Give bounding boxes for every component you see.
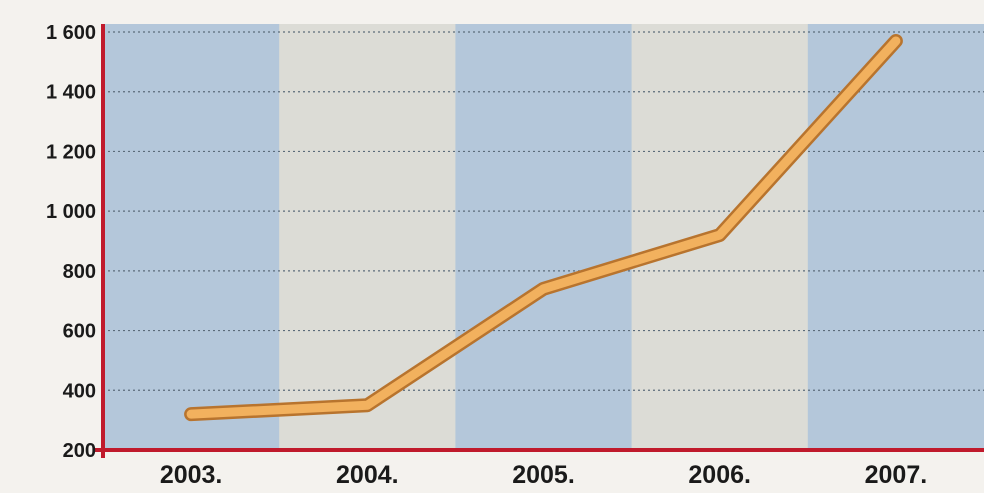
y-tick-label: 800: [63, 261, 96, 283]
x-tick-label: 2007.: [865, 461, 928, 488]
y-tick-labels: 200 400 600 800 1 000 1 200 1 400 1 600: [46, 22, 96, 462]
y-tick-label: 1 600: [46, 22, 96, 44]
y-tick-label: 400: [63, 380, 96, 402]
y-tick-label: 1 200: [46, 141, 96, 163]
background-band: [103, 24, 280, 450]
y-tick-label: 200: [63, 440, 96, 462]
grid-lines: [103, 31, 984, 391]
y-tick-label: 1 000: [46, 201, 96, 223]
data-point: [894, 39, 897, 42]
y-tick-label: 1 400: [46, 82, 96, 104]
data-point: [718, 234, 721, 237]
x-tick-label: 2003.: [160, 461, 223, 488]
axes: [95, 24, 984, 458]
x-tick-label: 2006.: [688, 461, 751, 488]
data-point: [542, 287, 545, 290]
data-point: [366, 404, 369, 407]
background-band: [807, 24, 984, 450]
x-tick-labels: 2003. 2004. 2005. 2006. 2007.: [160, 461, 928, 489]
y-tick-label: 600: [63, 321, 96, 343]
x-tick-label: 2004.: [336, 461, 399, 488]
background-bands: [103, 24, 984, 450]
background-band: [279, 24, 456, 450]
x-tick-label: 2005.: [512, 461, 575, 488]
series-layer: [184, 33, 903, 422]
background-band: [455, 24, 633, 450]
data-point: [190, 413, 193, 416]
